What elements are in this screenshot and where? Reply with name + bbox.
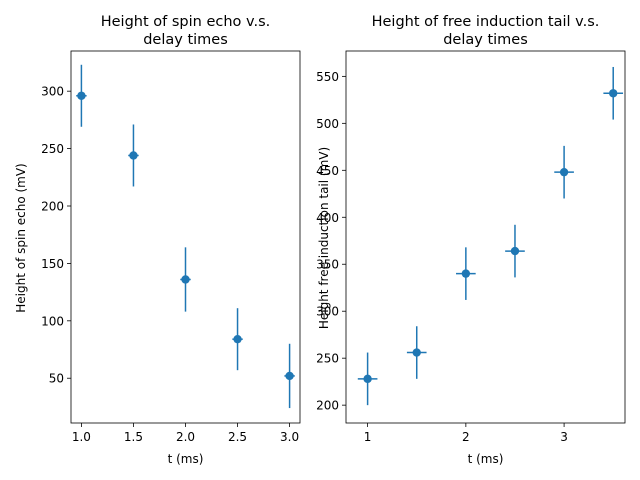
x-tick-label: 1 — [364, 430, 372, 444]
data-point — [456, 247, 476, 300]
y-axis-label: Height of spin echo (mV) — [14, 163, 28, 313]
y-tick-label: 250 — [41, 142, 64, 156]
point-marker — [461, 269, 471, 278]
y-tick-label: 300 — [316, 305, 339, 319]
y-tick-label: 250 — [316, 352, 339, 366]
x-tick-label: 1.0 — [72, 430, 91, 444]
data-point — [180, 247, 191, 312]
y-tick-label: 300 — [41, 85, 64, 99]
y-tick-label: 450 — [316, 164, 339, 178]
x-tick-label: 1.5 — [124, 430, 143, 444]
point-marker — [233, 334, 242, 344]
free-induction-tail-chart: Height of free induction tail v.s. delay… — [316, 14, 626, 466]
point-marker — [412, 348, 421, 357]
x-tick-label: 2 — [462, 430, 470, 444]
y-tick-label: 50 — [49, 372, 64, 386]
x-tick-label: 2.5 — [228, 430, 247, 444]
y-tick-label: 100 — [41, 314, 64, 328]
x-tick-label: 3.0 — [280, 430, 299, 444]
y-tick-label: 550 — [316, 70, 339, 84]
point-marker — [181, 275, 190, 284]
axes-frame — [345, 50, 626, 424]
axes-frame — [70, 50, 301, 424]
y-tick-label: 150 — [41, 257, 64, 271]
x-tick-label: 2.0 — [176, 430, 195, 444]
point-marker — [129, 151, 138, 160]
chart-title-line-2: delay times — [443, 32, 528, 48]
data-point — [505, 224, 525, 278]
data-point — [128, 124, 139, 187]
point-marker — [559, 167, 569, 177]
spin-echo-chart: Height of spin echo v.s. delay times t (… — [14, 14, 301, 466]
y-tick-label: 200 — [316, 399, 339, 413]
y-tick-label: 200 — [41, 200, 64, 214]
y-tick-label: 400 — [316, 211, 339, 225]
data-point — [232, 308, 243, 371]
point-marker — [77, 91, 86, 100]
y-axis-label: Height free induction tail (mV) — [317, 147, 331, 329]
x-axis-label: t (ms) — [168, 452, 204, 466]
data-point — [603, 66, 624, 120]
point-marker — [363, 374, 372, 384]
data-point — [554, 145, 574, 199]
data-point — [284, 343, 295, 409]
point-marker — [510, 246, 520, 256]
chart-title-line-1: Height of free induction tail v.s. — [372, 14, 600, 30]
chart-title-line-1: Height of spin echo v.s. — [101, 14, 271, 30]
y-tick-label: 350 — [316, 258, 339, 272]
point-marker — [285, 371, 294, 381]
data-point — [76, 64, 87, 127]
data-point — [357, 352, 378, 406]
point-marker — [609, 89, 618, 98]
x-axis-label: t (ms) — [468, 452, 504, 466]
y-tick-label: 500 — [316, 117, 339, 131]
data-point — [406, 326, 427, 379]
chart-title-line-2: delay times — [143, 32, 228, 48]
x-tick-label: 3 — [560, 430, 568, 444]
